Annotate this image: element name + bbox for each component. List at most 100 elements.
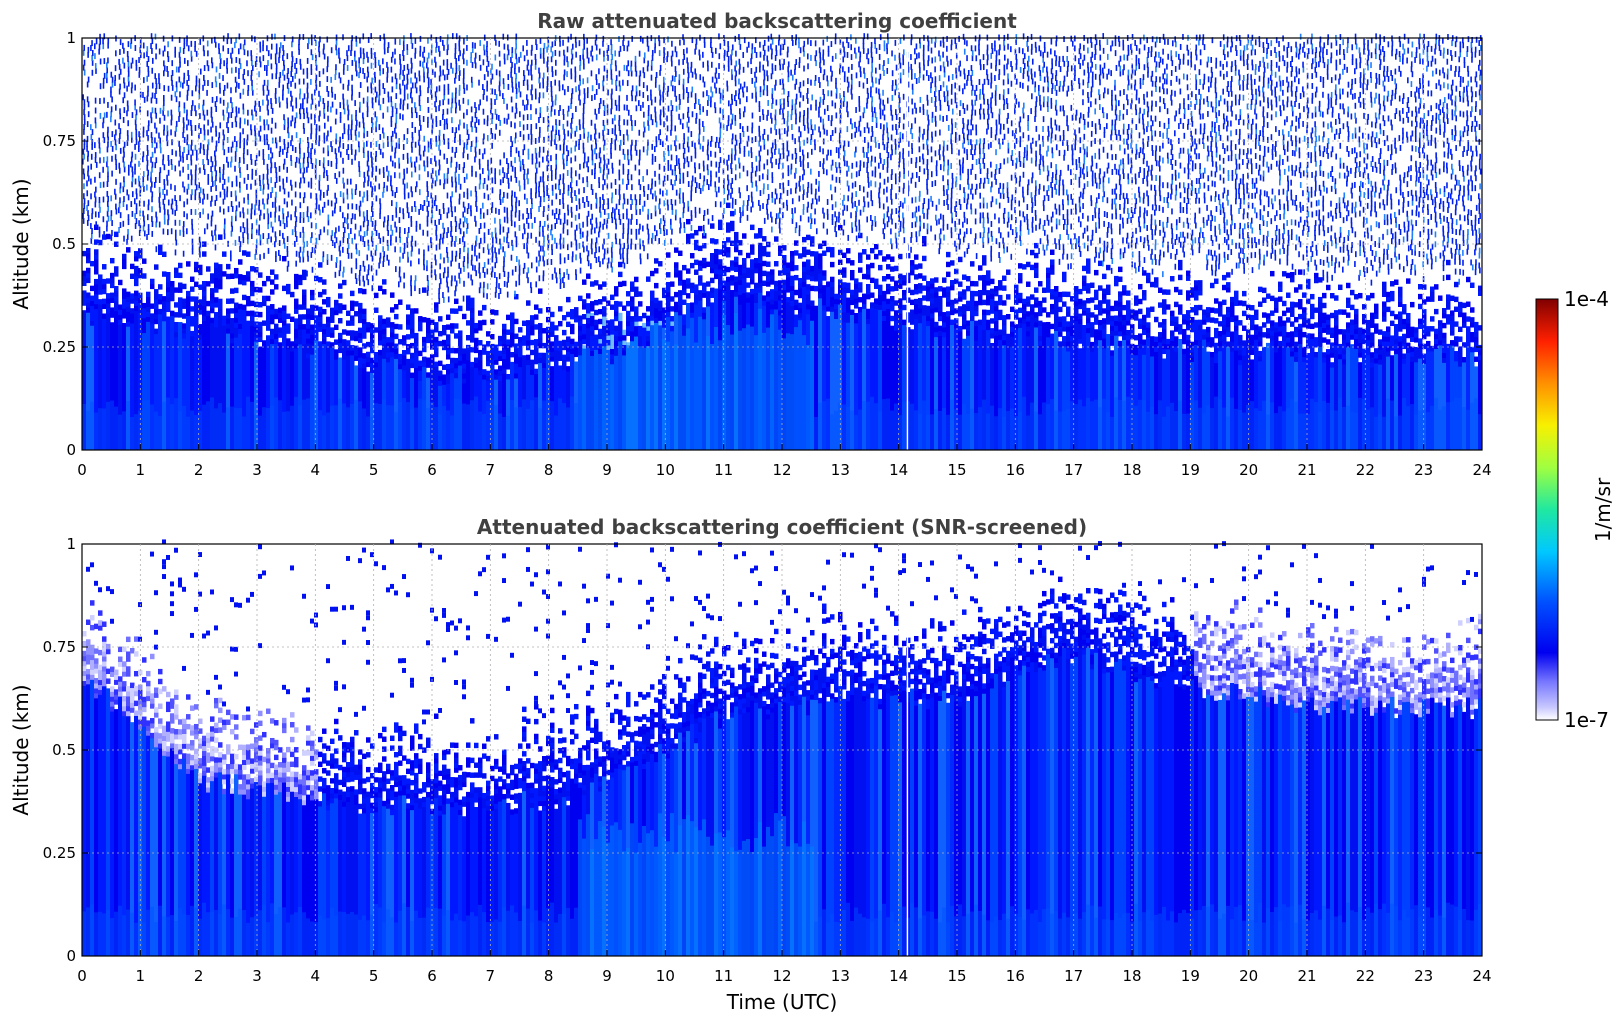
noise-cell xyxy=(119,197,121,204)
noise-cell xyxy=(110,71,113,78)
backscatter-cell xyxy=(466,295,471,301)
backscatter-cell xyxy=(186,300,191,307)
backscatter-cell xyxy=(474,347,479,354)
noise-cell xyxy=(278,249,280,256)
noise-cell xyxy=(107,195,109,202)
noise-cell xyxy=(366,96,369,103)
backscatter-cell xyxy=(362,363,367,369)
noise-cell xyxy=(99,206,101,213)
noise-cell xyxy=(579,252,582,259)
noise-cell xyxy=(142,42,145,49)
backscatter-cell xyxy=(546,341,551,348)
noise-cell xyxy=(102,117,105,124)
backscatter-cell xyxy=(174,331,179,338)
noise-cell xyxy=(198,182,201,189)
noise-cell xyxy=(594,227,596,234)
noise-cell xyxy=(499,119,502,126)
backscatter-cell xyxy=(578,350,583,356)
noise-cell xyxy=(115,159,117,166)
noise-cell xyxy=(150,171,152,178)
backscatter-cell xyxy=(410,328,415,334)
noise-cell xyxy=(258,130,260,137)
noise-cell xyxy=(235,175,238,182)
backscatter-column xyxy=(130,323,135,450)
noise-cell xyxy=(395,226,398,233)
noise-cell xyxy=(598,83,600,90)
backscatter-cell xyxy=(410,357,415,364)
surface-layer-column xyxy=(538,408,543,450)
noise-cell xyxy=(302,197,305,204)
noise-cell xyxy=(94,97,97,104)
backscatter-column xyxy=(254,341,259,450)
noise-cell xyxy=(422,205,424,211)
backscatter-cell xyxy=(226,313,231,319)
backscatter-cell xyxy=(118,319,123,325)
noise-cell xyxy=(158,132,160,139)
noise-cell xyxy=(95,161,98,168)
noise-cell xyxy=(558,50,561,57)
backscatter-cell xyxy=(382,353,387,359)
surface-layer-column xyxy=(302,399,307,450)
noise-cell xyxy=(235,37,237,44)
backscatter-cell xyxy=(86,267,91,274)
noise-cell xyxy=(182,48,185,54)
noise-cell xyxy=(163,208,166,215)
backscatter-cell xyxy=(126,321,131,327)
backscatter-cell xyxy=(590,320,595,327)
noise-cell xyxy=(398,172,401,179)
backscatter-cell xyxy=(602,330,607,337)
backscatter-cell xyxy=(122,258,127,265)
noise-cell xyxy=(315,222,317,229)
backscatter-cell xyxy=(538,332,543,339)
backscatter-cell xyxy=(466,335,471,341)
noise-cell xyxy=(242,73,245,80)
noise-cell xyxy=(142,225,145,232)
backscatter-cell xyxy=(326,331,331,337)
noise-cell xyxy=(83,183,85,190)
backscatter-cell xyxy=(170,285,175,292)
noise-cell xyxy=(339,102,342,109)
noise-cell xyxy=(611,192,614,199)
noise-cell xyxy=(126,140,129,146)
noise-cell xyxy=(231,141,234,148)
surface-layer-column xyxy=(322,415,327,450)
backscatter-cell xyxy=(386,351,391,358)
noise-cell xyxy=(94,201,97,208)
backscatter-cell xyxy=(550,311,555,318)
noise-cell xyxy=(183,122,185,129)
noise-cell xyxy=(602,258,604,265)
noise-cell xyxy=(175,86,178,93)
noise-cell xyxy=(267,99,269,106)
backscatter-cell xyxy=(262,300,267,307)
backscatter-cell xyxy=(566,356,571,362)
noise-cell xyxy=(470,52,473,59)
noise-cell xyxy=(390,56,393,63)
noise-cell xyxy=(459,238,461,245)
backscatter-cell xyxy=(378,285,383,292)
noise-cell xyxy=(323,107,325,114)
backscatter-cell xyxy=(218,269,223,275)
noise-cell xyxy=(507,242,510,249)
noise-cell xyxy=(286,176,288,183)
backscatter-cell xyxy=(222,271,227,277)
noise-cell xyxy=(339,112,342,118)
noise-cell xyxy=(118,162,121,169)
backscatter-column xyxy=(374,371,379,450)
noise-cell xyxy=(195,184,198,191)
backscatter-cell xyxy=(390,331,395,338)
noise-cell xyxy=(442,59,445,66)
noise-cell xyxy=(222,129,225,136)
noise-cell xyxy=(327,184,329,191)
surface-layer-column xyxy=(366,416,371,450)
noise-cell xyxy=(590,144,593,151)
noise-cell xyxy=(162,70,165,77)
noise-cell xyxy=(278,57,280,64)
noise-cell xyxy=(239,92,242,99)
backscatter-cell xyxy=(246,310,251,317)
noise-cell xyxy=(386,136,389,143)
backscatter-cell xyxy=(154,313,159,320)
surface-layer-column xyxy=(266,407,271,450)
noise-cell xyxy=(462,211,464,218)
noise-cell xyxy=(190,159,193,166)
backscatter-cell xyxy=(338,303,343,309)
